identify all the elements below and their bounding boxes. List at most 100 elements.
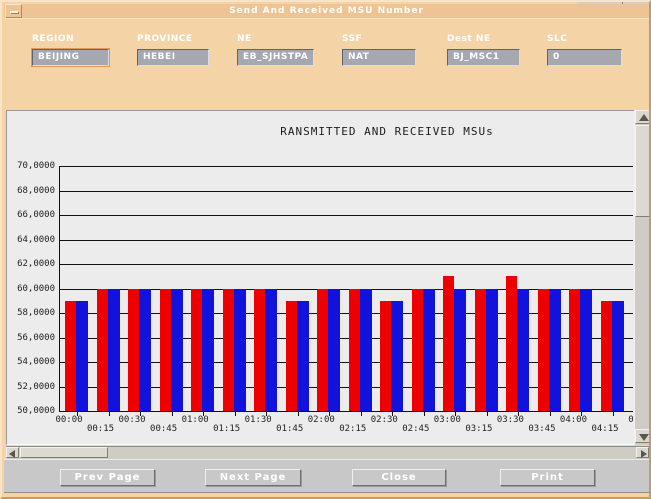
x-axis-tick — [297, 412, 299, 416]
bar-transmitted — [569, 288, 581, 411]
scroll-up-button[interactable] — [635, 110, 649, 124]
bar-received — [328, 288, 341, 411]
y-axis-tick-label: 56,0000 — [17, 332, 55, 343]
horizontal-scroll-thumb[interactable] — [20, 447, 108, 458]
window-title: Send And Received MSU Number — [229, 6, 424, 16]
horizontal-scrollbar[interactable] — [6, 446, 649, 459]
x-axis-tick — [581, 412, 583, 416]
gridline — [59, 337, 633, 339]
bar-received — [296, 300, 309, 411]
x-axis-tick-label: 04:15 — [591, 424, 619, 434]
x-axis-tick-label: 02:45 — [402, 424, 430, 434]
dest-ne-field[interactable]: BJ_MSC1 — [447, 49, 520, 66]
y-axis-tick-label: 50,0000 — [17, 406, 55, 416]
x-axis-tick — [234, 412, 236, 416]
bar-received — [359, 288, 372, 411]
vertical-scroll-thumb[interactable] — [635, 125, 649, 217]
x-axis-tick — [486, 412, 488, 416]
vertical-scrollbar[interactable] — [634, 110, 649, 445]
slc-label: SLC — [547, 34, 568, 44]
x-axis-tick-label: 00:45 — [150, 424, 178, 434]
print-button[interactable]: Print — [500, 469, 595, 486]
gridline — [59, 264, 633, 265]
y-axis-tick-label: 54,0000 — [17, 357, 55, 367]
scroll-down-icon — [639, 434, 649, 441]
prev-page-button[interactable]: Prev Page — [60, 469, 155, 486]
x-axis-tick-label: 03:15 — [465, 424, 493, 434]
chart-title: RANSMITTED AND RECEIVED MSUs — [280, 125, 494, 138]
bar-received — [139, 288, 152, 411]
window-menu-button[interactable] — [5, 4, 22, 18]
gridline — [59, 313, 633, 314]
province-label: PROVINCE — [137, 34, 193, 44]
scroll-right-icon — [641, 450, 647, 458]
bar-transmitted — [222, 288, 234, 411]
next-page-button[interactable]: Next Page — [205, 469, 301, 486]
bar-transmitted — [254, 288, 266, 411]
bar-received — [170, 288, 183, 411]
bar-transmitted — [411, 288, 423, 411]
gridline — [59, 166, 633, 167]
bar-transmitted — [65, 300, 76, 411]
close-button[interactable]: Close — [352, 469, 446, 486]
title-bar[interactable]: Send And Received MSU Number — [4, 4, 649, 19]
region-field[interactable]: BEIJING — [31, 48, 110, 67]
bar-transmitted — [96, 288, 108, 411]
scroll-left-icon — [9, 450, 15, 458]
x-axis-tick-label: 01:30 — [244, 415, 272, 425]
gridline — [59, 190, 633, 192]
x-axis-tick — [266, 412, 268, 416]
x-axis-tick — [423, 412, 425, 416]
slc-field[interactable]: 0 — [547, 49, 622, 66]
button-panel: Prev Page Next Page Close Print — [4, 459, 649, 493]
bar-transmitted — [506, 276, 518, 411]
scroll-down-button[interactable] — [635, 429, 649, 443]
bar-received — [391, 300, 404, 411]
gridline — [59, 288, 633, 290]
ssf-field[interactable]: NAT — [342, 49, 416, 66]
x-axis-tick-label: 00:00 — [55, 415, 83, 425]
bar-transmitted — [348, 288, 360, 411]
y-axis-line — [59, 166, 60, 412]
x-axis-tick — [140, 412, 142, 416]
x-axis-tick — [455, 412, 457, 416]
bar-received — [233, 288, 246, 411]
ne-field[interactable]: EB_SJHSTPA — [237, 49, 314, 66]
y-axis-tick-label: 68,0000 — [17, 185, 55, 196]
x-axis-tick — [77, 412, 78, 416]
x-axis-tick-label: 04:00 — [559, 415, 588, 425]
bar-transmitted — [159, 288, 171, 411]
gridline — [59, 411, 633, 412]
bar-received — [107, 288, 120, 411]
x-axis-tick-label: 00:15 — [86, 424, 115, 434]
x-axis-tick-label: 01:45 — [276, 424, 304, 434]
x-axis-tick-label: 01:15 — [213, 424, 241, 434]
bar-transmitted — [474, 288, 486, 411]
y-axis-tick-label: 52,0000 — [17, 381, 55, 392]
x-axis-tick — [329, 412, 331, 416]
y-axis-tick-label: 60,0000 — [17, 283, 55, 294]
gridline — [59, 386, 633, 388]
x-axis-tick-label-clipped: 0 — [628, 415, 634, 425]
bar-transmitted — [285, 300, 297, 411]
x-axis-tick — [613, 412, 614, 416]
scroll-right-button[interactable] — [636, 447, 649, 458]
x-axis-tick — [203, 412, 205, 416]
region-label: REGION — [32, 34, 74, 44]
x-axis-tick — [171, 412, 173, 416]
x-axis-tick-label: 02:00 — [307, 415, 335, 425]
x-axis-tick-label: 00:30 — [118, 415, 146, 425]
province-field[interactable]: HEBEI — [137, 49, 209, 66]
bar-transmitted — [537, 288, 549, 411]
bar-transmitted — [380, 300, 392, 411]
y-axis-tick-label: 70,0000 — [17, 161, 55, 171]
bar-transmitted — [128, 288, 140, 411]
bar-received — [454, 288, 467, 411]
dest-ne-label: Dest NE — [447, 34, 491, 44]
bar-received — [548, 288, 561, 411]
x-axis-tick-label: 03:00 — [433, 415, 461, 425]
gridline — [59, 239, 633, 241]
scroll-left-button[interactable] — [6, 447, 19, 458]
bar-received — [485, 288, 498, 411]
